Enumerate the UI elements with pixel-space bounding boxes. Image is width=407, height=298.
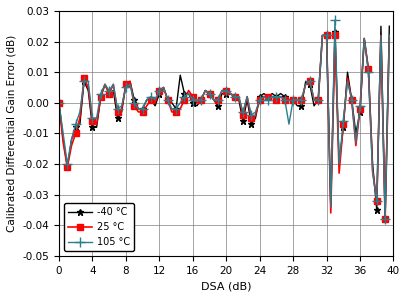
Legend: -40 °C, 25 °C, 105 °C: -40 °C, 25 °C, 105 °C	[64, 204, 134, 251]
105 °C	[282, 98, 287, 102]
-40 °C	[349, 98, 354, 102]
105 °C	[333, 18, 337, 22]
105 °C	[270, 95, 275, 98]
105 °C	[253, 110, 258, 114]
105 °C	[387, 34, 392, 37]
Line: -40 °C: -40 °C	[55, 23, 393, 223]
105 °C	[203, 89, 208, 92]
25 °C	[270, 95, 275, 98]
25 °C	[320, 34, 325, 37]
25 °C	[353, 144, 358, 148]
25 °C	[387, 37, 392, 40]
-40 °C	[282, 95, 287, 98]
25 °C	[253, 113, 258, 117]
X-axis label: DSA (dB): DSA (dB)	[201, 281, 252, 291]
105 °C	[57, 101, 61, 105]
25 °C	[282, 98, 287, 102]
105 °C	[257, 98, 262, 102]
-40 °C	[270, 92, 275, 95]
Line: 25 °C: 25 °C	[56, 33, 392, 222]
105 °C	[383, 217, 387, 221]
Y-axis label: Calibrated Differential Gain Error (dB): Calibrated Differential Gain Error (dB)	[7, 35, 17, 232]
-40 °C	[383, 217, 387, 221]
25 °C	[57, 101, 61, 105]
105 °C	[353, 141, 358, 144]
25 °C	[383, 217, 387, 221]
-40 °C	[253, 116, 258, 120]
-40 °C	[57, 101, 61, 105]
-40 °C	[387, 24, 392, 28]
25 °C	[203, 89, 208, 92]
-40 °C	[379, 24, 383, 28]
-40 °C	[257, 95, 262, 98]
25 °C	[257, 98, 262, 102]
Line: 105 °C: 105 °C	[54, 15, 394, 224]
-40 °C	[203, 89, 208, 92]
